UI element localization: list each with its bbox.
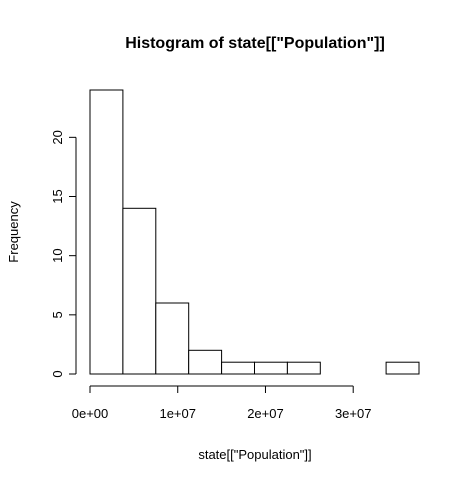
chart-title: Histogram of state[["Population"]] xyxy=(125,35,385,52)
x-axis: 0e+00 1e+07 2e+07 3e+07 xyxy=(72,385,372,421)
x-tick-label: 2e+07 xyxy=(247,406,284,421)
histogram-bar xyxy=(122,207,157,375)
histogram-bar xyxy=(254,361,288,375)
y-tick-label: 20 xyxy=(50,130,65,144)
y-tick-label: 0 xyxy=(50,370,65,377)
y-tick-label: 10 xyxy=(50,248,65,262)
bars-group xyxy=(89,89,420,375)
histogram-bar xyxy=(286,361,321,375)
histogram-bar xyxy=(221,361,256,375)
y-tick-label: 5 xyxy=(50,311,65,318)
x-axis-label: state[["Population"]] xyxy=(198,447,311,462)
x-tick-label: 0e+00 xyxy=(72,406,109,421)
y-axis-label: Frequency xyxy=(6,201,21,263)
histogram-bar xyxy=(89,89,124,375)
histogram-bar xyxy=(155,302,190,375)
histogram-bar xyxy=(188,349,223,375)
x-tick-label: 3e+07 xyxy=(335,406,372,421)
y-tick-label: 15 xyxy=(50,189,65,203)
histogram-bar xyxy=(385,361,420,375)
y-axis: 0 5 10 15 20 xyxy=(50,130,77,378)
x-tick-label: 1e+07 xyxy=(159,406,196,421)
